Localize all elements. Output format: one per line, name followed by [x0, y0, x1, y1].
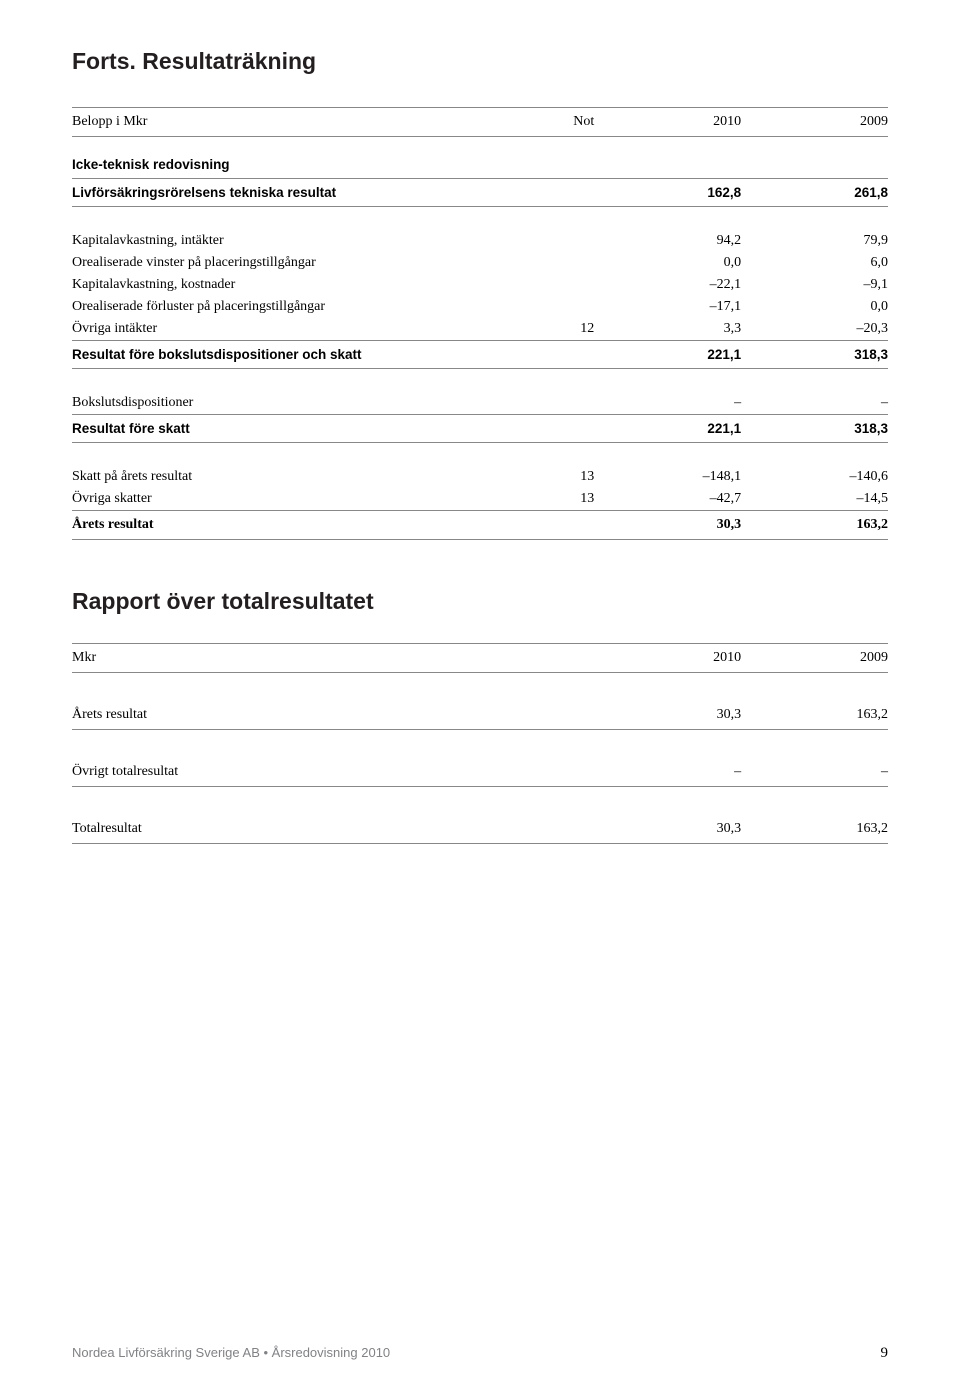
header-not: Not [529, 108, 594, 137]
total-result-table: Mkr 2010 2009 Årets resultat 30,3 163,2 … [72, 643, 888, 844]
footer-text: Nordea Livförsäkring Sverige AB • Årsred… [72, 1345, 390, 1362]
section-heading: Icke-teknisk redovisning [72, 137, 888, 179]
table-row: Bokslutsdispositioner – – [72, 392, 888, 415]
table-row: Skatt på årets resultat 13 –148,1 –140,6 [72, 466, 888, 488]
page-title: Forts. Resultaträkning [72, 48, 888, 75]
table-header-row: Mkr 2010 2009 [72, 644, 888, 673]
table-row: Orealiserade vinster på placeringstillgå… [72, 252, 888, 274]
header-y2: 2009 [741, 108, 888, 137]
page-footer: Nordea Livförsäkring Sverige AB • Årsred… [72, 1345, 888, 1362]
table-row: Årets resultat 30,3 163,2 [72, 701, 888, 730]
subhead-row-1: Livförsäkringsrörelsens tekniska resulta… [72, 179, 888, 207]
table-row: Orealiserade förluster på placeringstill… [72, 296, 888, 318]
sum-row-1: Resultat före bokslutsdispositioner och … [72, 341, 888, 369]
table-header-row: Belopp i Mkr Not 2010 2009 [72, 108, 888, 137]
sum-row-2: Resultat före skatt 221,1 318,3 [72, 415, 888, 443]
table-row: Kapitalavkastning, kostnader –22,1 –9,1 [72, 274, 888, 296]
table-row: Kapitalavkastning, intäkter 94,2 79,9 [72, 230, 888, 252]
table-row: Övrigt totalresultat – – [72, 758, 888, 787]
table-row: Totalresultat 30,3 163,2 [72, 815, 888, 844]
table-row: Övriga intäkter 12 3,3 –20,3 [72, 318, 888, 341]
table-row: Övriga skatter 13 –42,7 –14,5 [72, 488, 888, 511]
header-y1: 2010 [594, 644, 741, 673]
page-number: 9 [881, 1345, 889, 1362]
header-y2: 2009 [741, 644, 888, 673]
final-row: Årets resultat 30,3 163,2 [72, 511, 888, 540]
header-label: Belopp i Mkr [72, 108, 529, 137]
header-y1: 2010 [594, 108, 741, 137]
income-table: Belopp i Mkr Not 2010 2009 Icke-teknisk … [72, 107, 888, 540]
section2-title: Rapport över totalresultatet [72, 588, 888, 615]
header-label: Mkr [72, 644, 594, 673]
